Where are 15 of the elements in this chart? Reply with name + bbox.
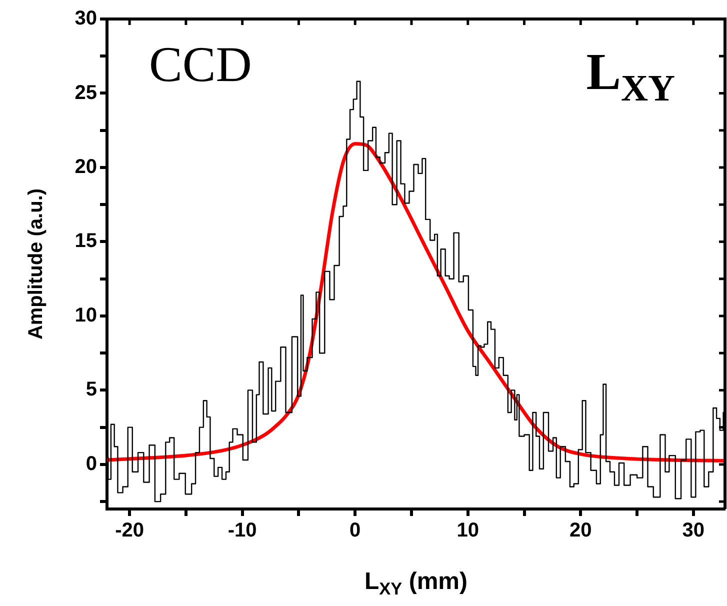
annotation: CCD: [149, 36, 252, 92]
x-tick-label: 20: [570, 520, 592, 542]
y-tick-label: 10: [74, 304, 97, 326]
x-tick-label: 10: [456, 520, 479, 542]
y-tick-label: 0: [86, 452, 97, 475]
y-tick-label: 30: [74, 8, 97, 30]
y-tick-label: 20: [74, 156, 97, 178]
x-tick-label: -20: [115, 520, 144, 542]
x-tick-label: 30: [682, 520, 705, 542]
x-tick-label: -10: [228, 520, 257, 542]
y-axis-title: Amplitude (a.u.): [25, 188, 47, 340]
y-tick-label: 15: [74, 230, 97, 252]
x-tick-label: 0: [350, 520, 361, 542]
y-tick-label: 25: [74, 82, 97, 104]
y-tick-label: 5: [86, 378, 97, 401]
